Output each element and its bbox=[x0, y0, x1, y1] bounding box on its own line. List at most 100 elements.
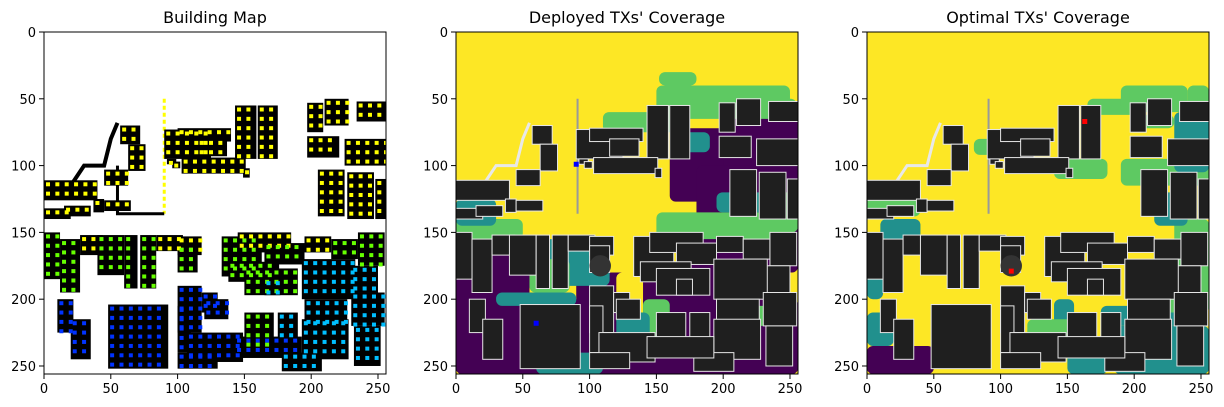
rx-marker bbox=[377, 112, 382, 117]
y-tick-label: 250 bbox=[834, 360, 859, 375]
rx-marker bbox=[302, 363, 307, 368]
rx-marker bbox=[371, 313, 376, 318]
rx-marker bbox=[237, 144, 242, 149]
rx-marker bbox=[124, 180, 129, 185]
rx-marker bbox=[338, 199, 343, 204]
rx-marker bbox=[331, 321, 336, 326]
rx-marker bbox=[283, 363, 288, 368]
y-tick-label: 50 bbox=[842, 93, 859, 108]
rx-marker bbox=[55, 191, 60, 196]
rx-marker bbox=[269, 116, 274, 121]
rx-marker bbox=[303, 339, 308, 344]
rx-marker bbox=[126, 237, 131, 242]
building-1-28 bbox=[508, 234, 537, 276]
rx-marker bbox=[198, 306, 203, 311]
rx-marker bbox=[371, 267, 376, 272]
rx-marker bbox=[279, 323, 284, 328]
rx-marker bbox=[99, 265, 104, 270]
rx-marker bbox=[217, 343, 222, 348]
rx-marker bbox=[119, 325, 124, 330]
rx-marker bbox=[329, 199, 334, 204]
rx-marker bbox=[377, 199, 382, 204]
y-tick-label: 100 bbox=[834, 160, 859, 175]
rx-marker bbox=[341, 270, 346, 275]
rx-marker bbox=[184, 131, 189, 136]
rx-marker bbox=[183, 159, 188, 164]
rx-marker bbox=[315, 310, 320, 315]
rx-marker bbox=[237, 154, 242, 159]
rx-marker bbox=[255, 338, 260, 343]
panel-image-2 bbox=[867, 32, 1209, 374]
rx-marker bbox=[138, 306, 143, 311]
building-1-22 bbox=[729, 169, 758, 217]
rx-marker bbox=[188, 325, 193, 330]
building-0-12 bbox=[257, 105, 278, 159]
rx-marker bbox=[249, 263, 254, 268]
rx-marker bbox=[179, 257, 184, 262]
rx-marker bbox=[206, 301, 211, 306]
building-0-44 bbox=[57, 299, 74, 333]
rx-marker bbox=[353, 267, 358, 272]
building-2-2 bbox=[926, 169, 952, 187]
rx-marker bbox=[91, 237, 96, 242]
rx-marker bbox=[322, 349, 327, 354]
rx-marker bbox=[175, 131, 180, 136]
rx-marker bbox=[55, 253, 60, 258]
building-1-60 bbox=[646, 336, 715, 359]
rx-marker bbox=[68, 329, 73, 334]
rx-marker bbox=[303, 261, 308, 266]
rx-marker bbox=[333, 241, 338, 246]
rx-marker bbox=[351, 241, 356, 246]
rx-marker bbox=[147, 306, 152, 311]
x-tick-label: 150 bbox=[1055, 382, 1080, 397]
rx-marker bbox=[188, 306, 193, 311]
rx-marker bbox=[128, 315, 133, 320]
rx-marker bbox=[365, 327, 370, 332]
building-1-2 bbox=[515, 169, 541, 187]
rx-marker bbox=[179, 307, 184, 312]
x-tick-label: 100 bbox=[577, 382, 602, 397]
rx-marker bbox=[151, 274, 156, 279]
rx-marker bbox=[251, 247, 256, 252]
rx-marker bbox=[377, 103, 382, 108]
x-tick-label: 50 bbox=[103, 382, 120, 397]
rx-marker bbox=[194, 150, 199, 155]
rx-marker bbox=[71, 287, 76, 292]
rx-marker bbox=[267, 234, 272, 239]
rx-marker bbox=[138, 362, 143, 367]
rx-marker bbox=[108, 246, 113, 251]
rx-marker bbox=[139, 155, 144, 160]
rx-marker bbox=[246, 144, 251, 149]
rx-marker bbox=[203, 150, 208, 155]
rx-marker bbox=[71, 259, 76, 264]
rx-marker bbox=[71, 241, 76, 246]
building-2-56 bbox=[1173, 292, 1209, 327]
rx-marker bbox=[358, 202, 363, 207]
rx-marker bbox=[223, 257, 228, 262]
building-1-15 bbox=[768, 100, 798, 123]
rx-marker bbox=[55, 210, 60, 215]
rx-marker bbox=[365, 337, 370, 342]
rx-marker bbox=[175, 150, 180, 155]
building-1-13 bbox=[718, 102, 736, 133]
rx-marker bbox=[293, 347, 298, 352]
building-0-2 bbox=[104, 169, 129, 186]
rx-marker bbox=[341, 289, 346, 294]
rx-marker bbox=[275, 245, 280, 250]
rx-marker bbox=[293, 270, 298, 275]
x-tick-label: 150 bbox=[644, 382, 669, 397]
rx-marker bbox=[179, 130, 184, 135]
rx-marker bbox=[147, 315, 152, 320]
rx-marker bbox=[207, 363, 212, 368]
building-0-24 bbox=[375, 178, 386, 220]
rx-marker bbox=[341, 321, 346, 326]
rx-marker bbox=[138, 343, 143, 348]
rx-marker bbox=[355, 346, 360, 351]
rx-marker bbox=[188, 257, 193, 262]
rx-marker bbox=[355, 140, 360, 145]
rx-marker bbox=[362, 277, 367, 282]
rx-marker bbox=[303, 279, 308, 284]
rx-marker bbox=[215, 310, 220, 315]
rx-marker bbox=[46, 210, 51, 215]
rx-marker bbox=[322, 289, 327, 294]
